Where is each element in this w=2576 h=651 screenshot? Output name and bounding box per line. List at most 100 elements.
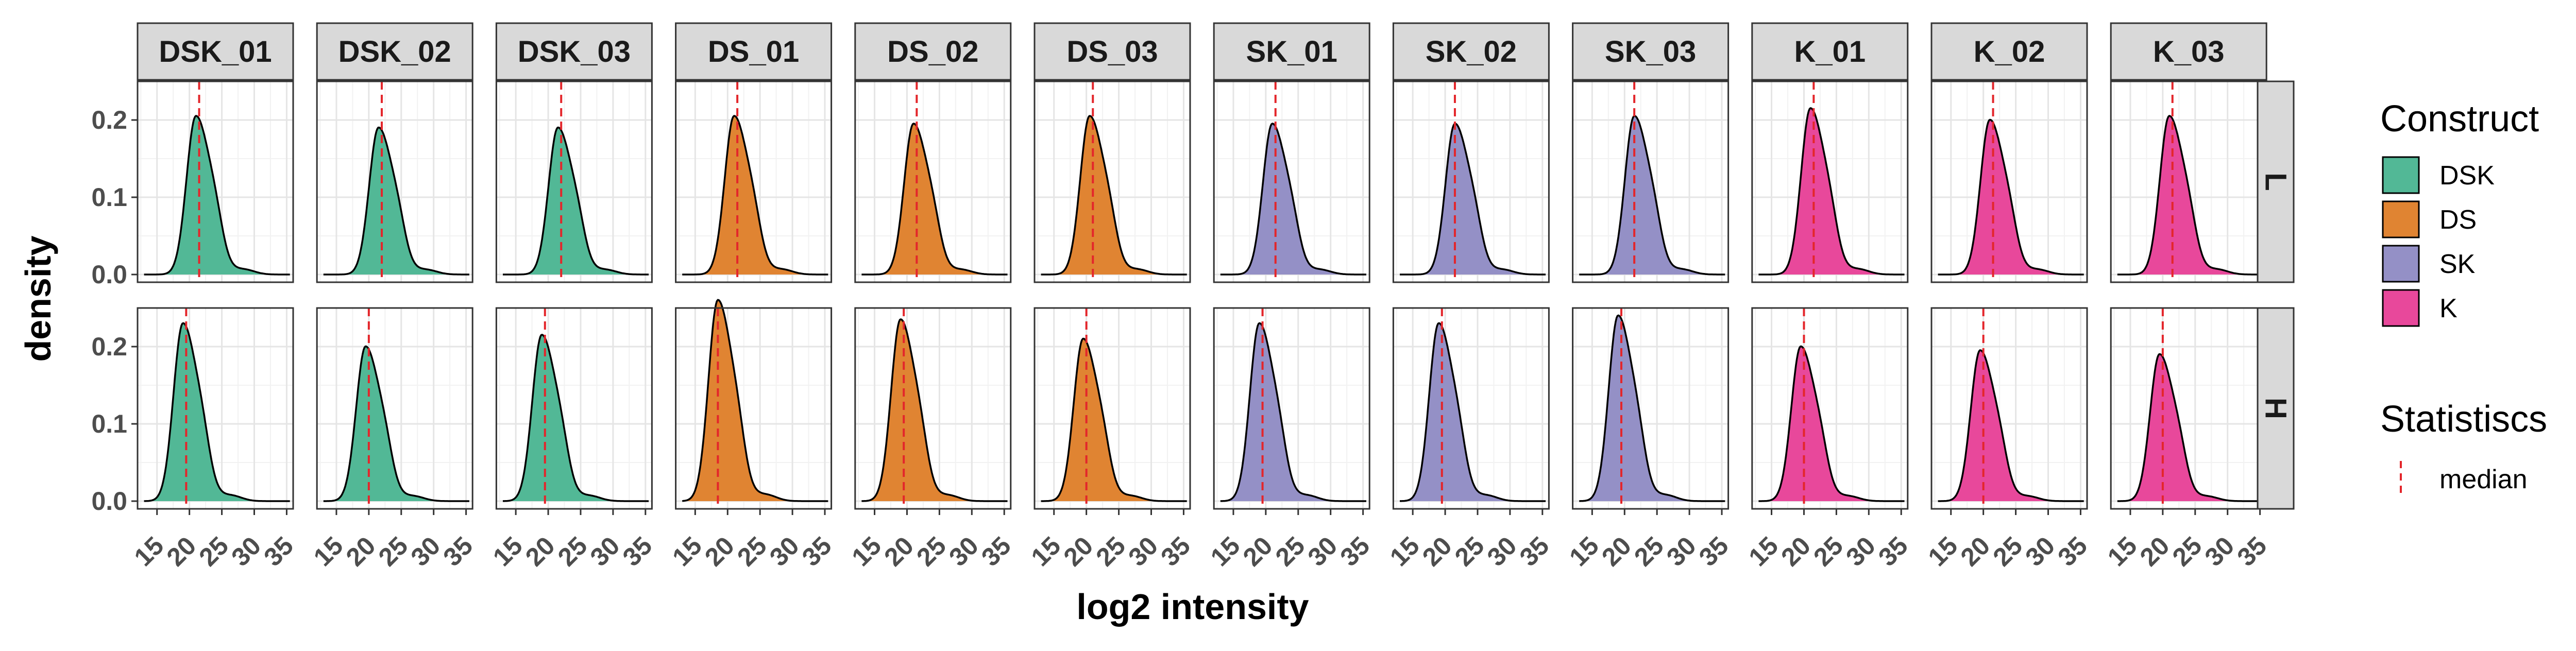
panel-border [1033,80,1191,283]
facet-strip-DS_02 [854,22,1012,81]
density-line-L-DS_03 [1041,115,1187,276]
panel-H-DS_01 [675,299,833,510]
legend-swatch-DS [2382,200,2420,238]
panel-border [675,80,833,283]
panels-layer: DSK_01 DSK_02 DSK_03 DS_01 DS_02 DS_03 SK_01 SK… [137,22,2295,510]
panel-L-SK_03 [1572,80,1730,283]
panel-H-K_02 [1930,307,2088,510]
panel-L-SK_01 [1213,80,1370,283]
density-line-L-SK_02 [1400,123,1546,276]
y-tick-label: 0.0 [91,260,127,289]
facet-strip-label-K_02: K_02 [1974,35,2045,68]
facet-strip-label-SK_03: SK_03 [1605,35,1696,68]
density-line-H-DSK_01 [144,322,290,502]
panel-background [496,308,652,509]
density-line-L-SK_01 [1220,123,1366,276]
facet-row-label-H: H [2259,398,2293,419]
density-line-L-K_01 [1758,107,1905,276]
density-line-H-DS_01 [682,299,828,502]
legend-label-median: median [2439,465,2528,494]
legend-label-DSK: DSK [2439,161,2495,191]
density-line-H-DSK_02 [323,345,469,502]
panel-L-K_02 [1930,80,2088,283]
density-area-H-SK_03 [1579,315,1725,501]
y-tick-label: 0.0 [91,487,127,516]
x-tick-label: 35 [258,531,299,572]
x-tick-label: 35 [2231,531,2272,572]
density-line-L-DSK_02 [323,126,469,276]
panel-L-DS_02 [854,80,1012,283]
legend: Construct DSK DS SK K Statistiscs median [2380,98,2547,497]
legend-construct-title: Construct [2380,98,2539,140]
density-area-L-SK_03 [1579,116,1725,275]
panel-border [1213,307,1370,510]
x-tick-label: 35 [1693,531,1734,572]
density-line-L-K_03 [2117,114,2263,276]
legend-label-DS: DS [2439,205,2477,235]
density-line-H-SK_01 [1220,322,1366,502]
facet-strip-label-DSK_02: DSK_02 [338,35,451,68]
legend-construct-items: DSK DS SK K [2382,156,2495,327]
x-axis-title: log2 intensity [1076,587,1309,627]
panel-border [316,80,473,283]
panel-border [854,307,1012,510]
legend-swatch-SK [2382,245,2420,283]
panel-border [495,80,653,283]
legend-label-SK: SK [2439,249,2476,279]
panel-border [137,80,294,283]
y-tick-label: 0.1 [91,409,127,438]
panel-L-DS_01 [675,80,833,283]
x-tick-label: 35 [976,531,1016,572]
panel-H-K_01 [1751,307,1909,510]
density-line-H-K_01 [1758,345,1905,502]
panel-border [1572,80,1730,283]
x-tick-label: 35 [1873,531,1913,572]
facet-row-label-L: L [2259,173,2293,191]
density-area-H-DSK_02 [323,346,469,501]
panel-border [1033,307,1191,510]
panel-H-DSK_02 [316,307,473,510]
panel-border [1572,307,1730,510]
density-area-H-K_03 [2117,354,2263,501]
density-area-H-DS_02 [861,319,1008,501]
facet-strip-label-DSK_03: DSK_03 [518,35,631,68]
y-tick-label: 0.1 [91,183,127,212]
facet-strip-K_03 [2110,22,2267,81]
facet-strip-K_02 [1930,22,2088,81]
panel-border [1930,80,2088,283]
density-line-H-SK_02 [1400,322,1546,502]
facet-strip-DS_03 [1033,22,1191,81]
panel-border [1930,307,2088,510]
panel-H-DS_02 [854,307,1012,510]
x-tick-label: 35 [437,531,478,572]
density-area-H-DSK_03 [503,334,649,501]
density-area-H-DS_03 [1041,338,1187,501]
panel-H-K_03 [2110,307,2267,510]
facet-strip-K_01 [1751,22,1909,81]
x-tick-label: 35 [796,531,837,572]
panel-H-SK_03 [1572,307,1730,510]
panel-border [854,80,1012,283]
panel-border [1751,307,1909,510]
panel-border [495,307,653,510]
x-tick-label: 35 [1155,531,1196,572]
facet-strip-DS_01 [675,22,833,81]
x-tick-label: 35 [1514,531,1555,572]
panel-border [1392,307,1550,510]
facet-strip-label-SK_01: SK_01 [1246,35,1337,68]
density-line-L-DS_02 [861,123,1008,276]
panel-L-DSK_03 [495,80,653,283]
y-tick-label: 0.2 [91,332,127,361]
density-line-H-DS_03 [1041,337,1187,502]
density-line-H-K_03 [2117,353,2263,502]
density-area-H-SK_02 [1400,323,1546,501]
panel-border [137,307,294,510]
panel-L-K_03 [2110,80,2267,283]
legend-swatch-K [2382,289,2420,327]
facet-strip-SK_02 [1392,22,1550,81]
legend-statistics-items: median [2400,461,2528,497]
panel-border [1751,80,1909,283]
facet-strip-label-K_01: K_01 [1794,35,1866,68]
panel-H-SK_01 [1213,307,1370,510]
